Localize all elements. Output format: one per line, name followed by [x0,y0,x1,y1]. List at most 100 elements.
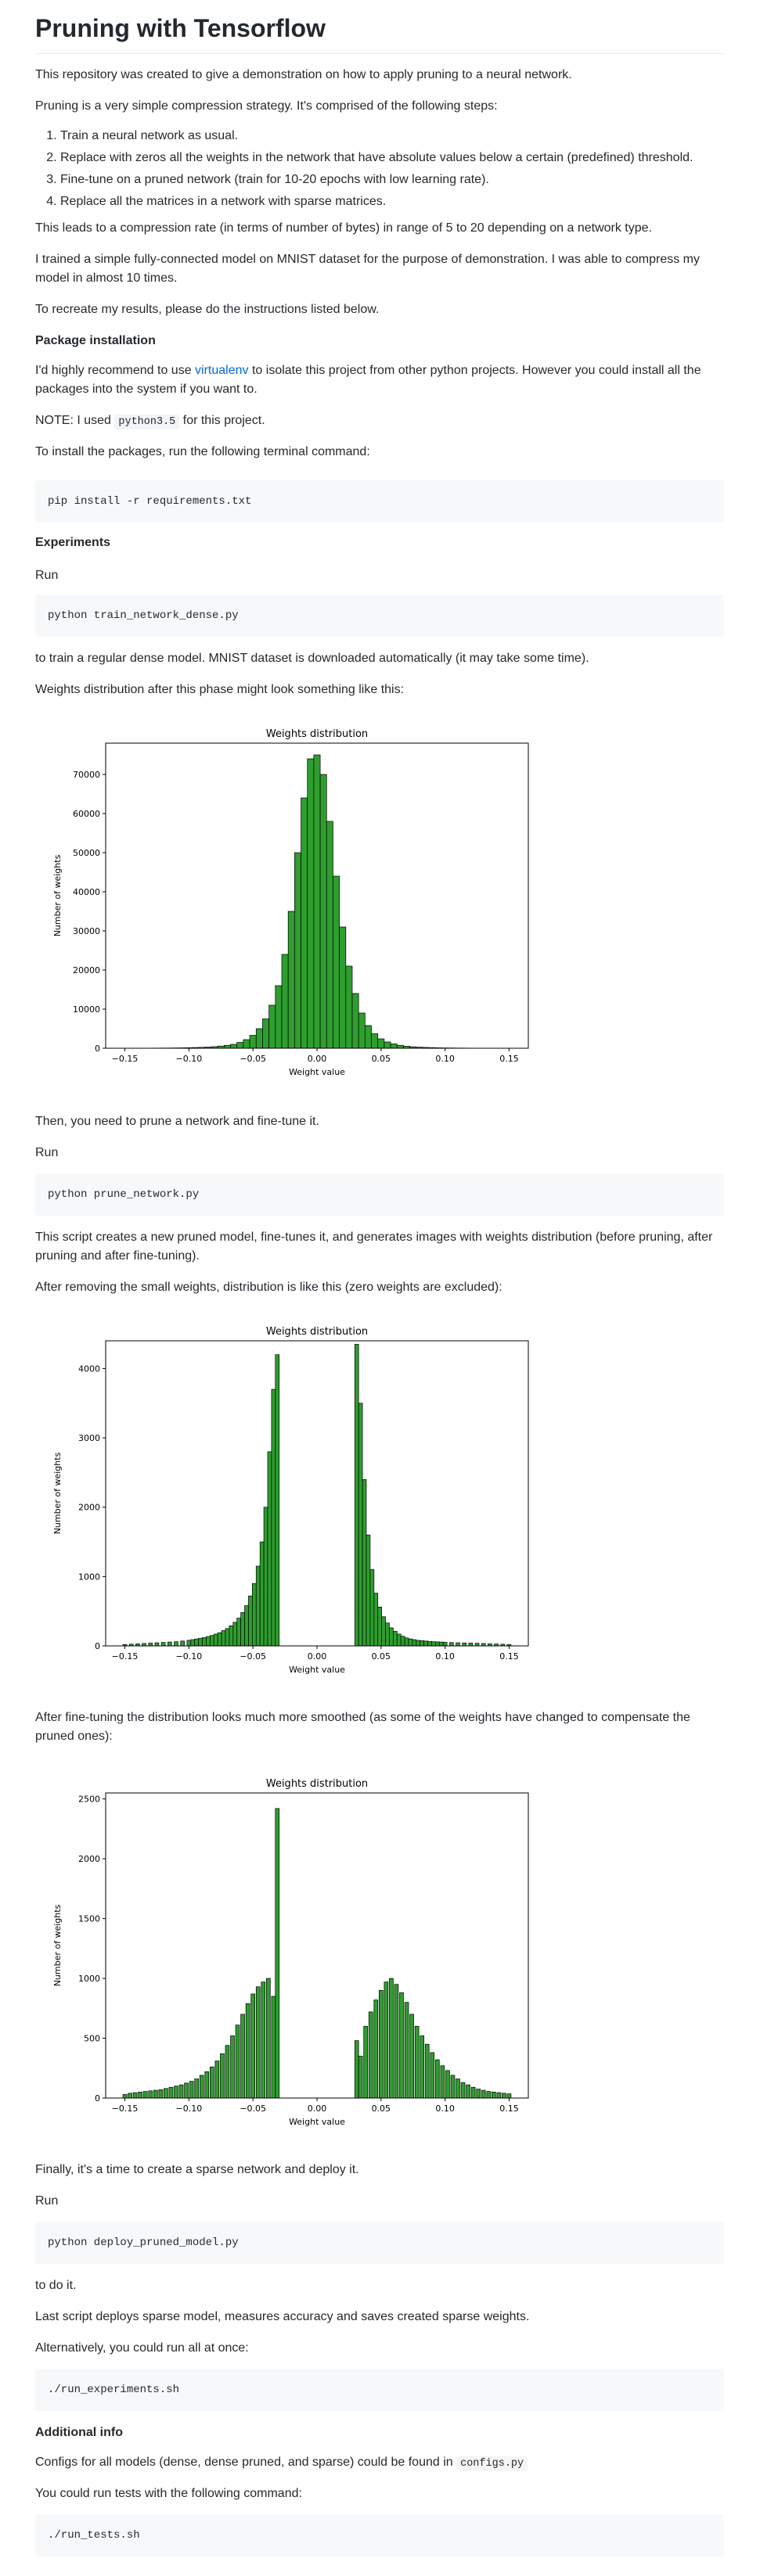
chart-bar [430,2052,435,2099]
chart-bar [243,1039,250,1049]
chart-bar [194,2078,199,2099]
list-item: Train a neural network as usual. [60,127,749,146]
chart-bar [229,1625,234,1647]
chart-bar [190,1639,196,1647]
chart-bar [153,2089,158,2099]
mnist-paragraph: I trained a simple fully-connected model… [35,253,701,285]
chart-bar [313,754,321,1049]
chart-bar [204,2071,210,2099]
install-paragraph: To install the packages, run the followi… [35,445,370,458]
chart-bar [180,1640,185,1647]
compression-paragraph: This leads to a compression rate (in ter… [35,221,652,235]
chart-bar [399,1992,404,2099]
x-tick-label: 0.10 [435,1054,455,1064]
train-code-block[interactable]: python train_network_dense.py [35,595,724,637]
y-axis-label: Number of weights [52,1904,63,1986]
virtualenv-link[interactable]: virtualenv [195,364,249,377]
virtualenv-text-after: to isolate this project from other pytho… [35,364,701,396]
chart-bar [240,2014,245,2099]
chart-bar [462,1642,466,1647]
chart-bar [266,1978,271,2099]
y-tick-label: 50000 [73,848,100,858]
x-tick-label: 0.05 [372,1651,391,1662]
chart-bar [358,1012,366,1049]
chart-bar [460,2082,466,2099]
chart-bar [199,2075,204,2099]
virtualenv-paragraph: I'd highly recommend to use virtualenv t… [35,361,724,399]
chart-bar [468,1643,474,1647]
chart-bar [213,1633,218,1647]
x-tick-label: −0.10 [176,1054,203,1064]
configs-text: Configs for all models (dense, dense pru… [35,2456,457,2469]
chart-bar [470,2086,476,2099]
chart-bar [275,1808,280,2099]
last-script-paragraph: Last script deploys sparse model, measur… [35,2310,530,2323]
then-prune-paragraph: Then, you need to prune a network and fi… [35,1115,319,1128]
y-tick-label: 70000 [73,770,100,780]
weights-chart-dense: Weights distribution −0.15 −0.10 −0.05 0.00 0… [35,720,544,1091]
x-tick-label: 0.10 [435,1651,455,1662]
after-finetune-paragraph: After fine-tuning the distribution looks… [35,1711,690,1743]
chart-bar [186,1640,192,1647]
chart-bar [271,1996,276,2099]
y-tick-label: 60000 [73,809,100,819]
chart-bar [154,1642,160,1647]
chart-bar [339,926,347,1049]
x-tick-label: −0.10 [176,2104,203,2114]
chart-dense-svg: Weights distribution −0.15 −0.10 −0.05 0.00 0… [52,728,529,1077]
chart-bar [368,2011,373,2099]
x-tick-label: 0.15 [499,2104,519,2114]
chart-bar [492,2092,496,2099]
chart-bar [225,2045,230,2099]
chart-bar [240,1612,245,1647]
y-tick-label: 0 [95,1641,100,1651]
chart-bar [160,1642,166,1647]
chart-bar [236,1042,244,1049]
tests-paragraph: You could run tests with the following c… [35,2487,302,2500]
y-tick-label: 500 [84,2034,100,2044]
chart-bar [248,1595,253,1647]
y-tick-label: 4000 [78,1363,100,1374]
package-heading: Package installation [35,334,156,347]
prune-code-block[interactable]: python prune_network.py [35,1173,724,1216]
chart-bar [381,1616,386,1647]
chart-bar [396,1633,402,1647]
chart-bar [486,2091,492,2099]
chart-bar [307,758,315,1049]
chart-bar [358,2056,363,2099]
x-tick-label: 0.00 [308,1651,327,1662]
chart-bar [174,2086,178,2099]
chart-bar [245,2003,250,2099]
finally-paragraph: Finally, it's a time to create a sparse … [35,2163,359,2176]
chart-bar [184,2082,189,2099]
chart-bar [450,2075,456,2099]
run-all-code-block[interactable]: ./run_experiments.sh [35,2369,724,2411]
chart-bar [358,1403,363,1647]
deploy-code-block[interactable]: python deploy_pruned_model.py [35,2222,724,2264]
install-code-block[interactable]: pip install -r requirements.txt [35,480,724,523]
chart-bar [268,1004,276,1049]
chart-title: Weights distribution [266,1778,368,1790]
alternatively-paragraph: Alternatively, you could run all at once… [35,2341,249,2355]
chart-bar [178,2084,184,2099]
chart-bar [377,1038,385,1049]
x-tick-label: 0.10 [435,2104,455,2114]
chart-bar [220,2053,225,2099]
chart-bar [379,1990,384,2099]
y-tick-label: 1000 [78,1572,100,1582]
chart-bar [255,1028,263,1049]
y-tick-label: 40000 [73,887,100,897]
y-tick-label: 1500 [78,1914,100,1924]
virtualenv-text-before: I'd highly recommend to use [35,364,196,377]
chart-bar [369,1569,375,1647]
chart-bar [138,2092,142,2099]
tests-code-block[interactable]: ./run_tests.sh [35,2514,724,2556]
chart-bar [281,954,289,1049]
chart-bar [224,1044,231,1049]
chart-bar [206,1636,211,1647]
x-tick-label: 0.05 [372,1054,391,1064]
chart-bar [431,1641,436,1647]
chart-bar [225,1628,230,1647]
chart-bar [400,1636,405,1647]
y-tick-label: 30000 [73,926,100,936]
